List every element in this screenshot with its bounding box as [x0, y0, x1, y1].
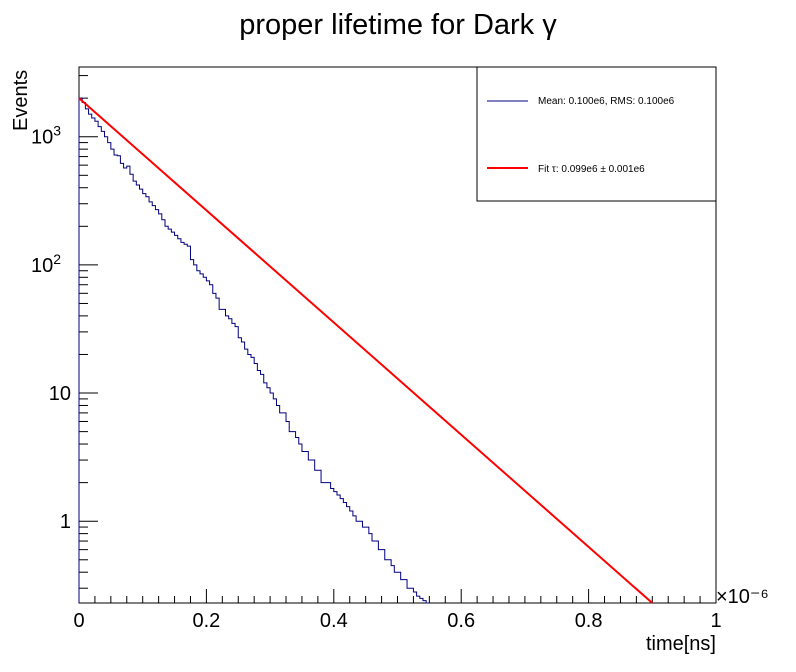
y-axis-label: Events [10, 70, 32, 131]
x-tick-label: 0.8 [575, 610, 603, 632]
y-tick-label: 103 [31, 123, 61, 149]
x-tick-label: 0.2 [192, 610, 220, 632]
fit-line [78, 97, 653, 604]
histogram-series [78, 97, 430, 604]
y-tick-label: 10 [49, 383, 71, 405]
legend-box [476, 66, 717, 202]
x-tick-label: 0.4 [320, 610, 348, 632]
x-tick-label: 1 [710, 610, 721, 632]
chart-title: proper lifetime for Dark γ [239, 9, 557, 41]
x-axis-label: time[ns] [646, 633, 716, 655]
histogram-steps [78, 97, 430, 604]
fit-series [78, 97, 653, 604]
y-tick-label: 1 [60, 511, 71, 533]
x-axis-exponent: ×10⁻⁶ [716, 586, 769, 608]
legend-label-fit: Fit τ: 0.099e6 ± 0.001e6 [538, 164, 645, 175]
x-tick-label: 0 [73, 610, 84, 632]
y-axis-ticks: 1 10 102 103 [31, 75, 98, 589]
legend-label-hist: Mean: 0.100e6, RMS: 0.100e6 [538, 96, 675, 107]
y-tick-label: 102 [31, 251, 61, 277]
x-tick-label: 0.6 [447, 610, 475, 632]
x-axis-ticks: 0 0.2 0.4 0.6 0.8 1 [73, 589, 722, 632]
